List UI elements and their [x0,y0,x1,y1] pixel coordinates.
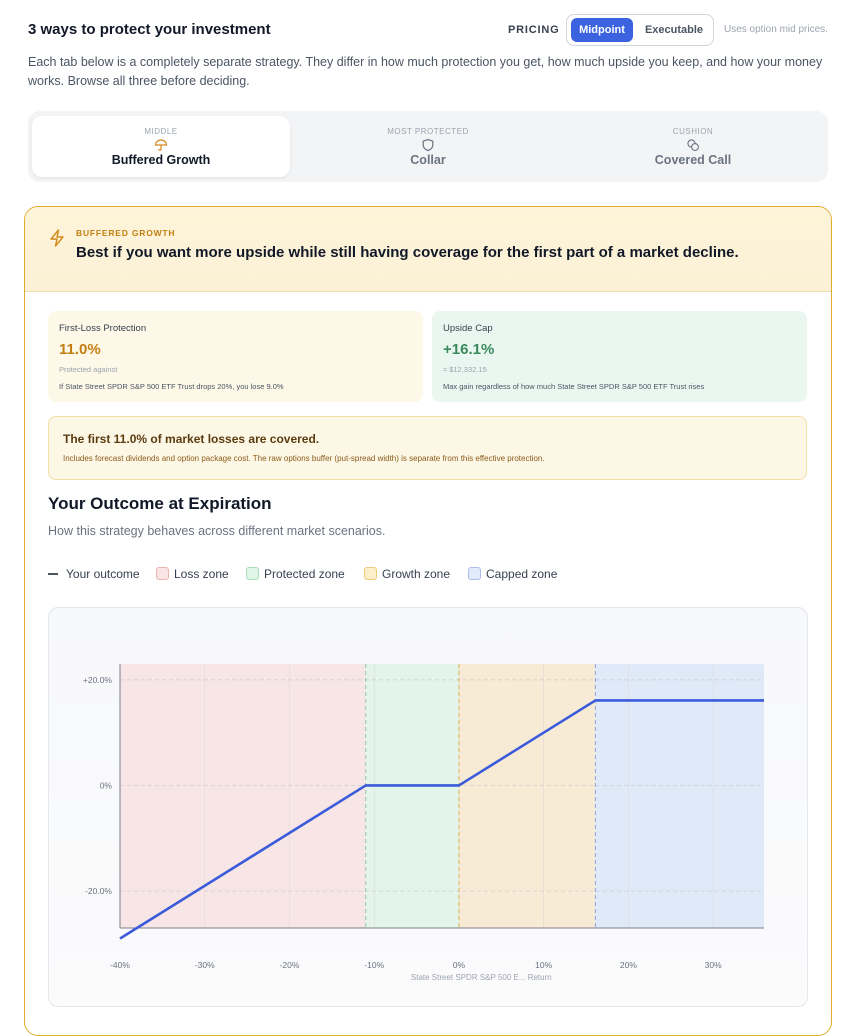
coins-icon [687,139,699,151]
strategy-kicker: BUFFERED GROWTH [76,228,176,238]
tab-kicker: MOST PROTECTED [387,127,469,136]
first-loss-protection-card: First-Loss Protection 11.0% Protected ag… [48,311,423,402]
x-tick-label: -10% [364,960,384,970]
stat-value: 11.0% [59,341,101,358]
shield-icon [422,138,434,152]
outcome-subtitle: How this strategy behaves across differe… [48,524,386,538]
strategy-headline: Best if you want more upside while still… [76,244,739,261]
stat-note: If State Street SPDR S&P 500 ETF Trust d… [59,382,284,391]
banner-title: The first 11.0% of market losses are cov… [63,432,320,446]
x-tick-label: -30% [195,960,215,970]
strategy-header: BUFFERED GROWTH Best if you want more up… [25,207,831,292]
pricing-toggle: Midpoint Executable [566,14,714,46]
stat-value: +16.1% [443,341,495,358]
strategy-tabs: MIDDLE Buffered Growth MOST PROTECTED Co… [28,111,828,182]
y-tick-label: 0% [100,780,113,790]
legend-swatch [468,567,481,580]
tab-label: Covered Call [654,153,732,167]
outcome-chart: -40% -30% -20% -10% 0% 10% 20% 30% +20.0% 0% -20.0… [48,607,808,1007]
tab-covered-call[interactable]: CUSHION Covered Call [564,116,822,177]
tab-kicker: MIDDLE [144,127,178,136]
stat-note: Max gain regardless of how much State St… [443,382,705,391]
strategy-card: BUFFERED GROWTH Best if you want more up… [24,206,832,1036]
zone-growth-zone [458,664,596,928]
stat-label: First-Loss Protection [59,323,147,334]
x-tick-label: -20% [280,960,300,970]
pricing-midpoint-button[interactable]: Midpoint [571,18,633,42]
y-tick-label: -20.0% [85,886,112,896]
y-tick-label: +20.0% [83,675,113,685]
outcome-line [119,699,764,940]
legend-swatch [246,567,259,580]
tab-kicker: CUSHION [672,127,714,136]
x-tick-label: 20% [620,960,637,970]
page-title: 3 ways to protect your investment [28,21,271,38]
legend-swatch [156,567,169,580]
x-tick-label: 30% [705,960,722,970]
zone-protected-zone [365,664,459,928]
outcome-chart-svg: -40% -30% -20% -10% 0% 10% 20% 30% +20.0% 0% -20.0… [83,664,764,982]
legend-label: Loss zone [174,567,229,581]
banner-subtitle: Includes forecast dividends and option p… [63,454,545,463]
tab-label: Collar [410,153,446,167]
umbrella-icon [154,139,168,151]
legend-line-swatch [48,573,58,575]
stat-sub: Protected against [59,365,118,374]
x-tick-label: -40% [110,960,130,970]
x-axis-title: State Street SPDR S&P 500 E... Return [411,973,552,982]
zone-capped-zone [595,664,764,928]
stat-label: Upside Cap [443,323,493,334]
upside-cap-card: Upside Cap +16.1% ≈ $12,332.15 Max gain … [432,311,807,402]
pricing-label: PRICING [508,24,560,36]
legend-label: Growth zone [382,567,451,581]
outcome-title: Your Outcome at Expiration [48,494,272,513]
stat-sub: ≈ $12,332.15 [443,365,487,374]
intro-text: Each tab below is a completely separate … [28,55,823,88]
x-tick-label: 10% [535,960,552,970]
coverage-banner: The first 11.0% of market losses are cov… [48,416,807,480]
lightning-icon [50,229,64,247]
tab-collar[interactable]: MOST PROTECTED Collar [299,116,557,177]
zone-loss-zone [120,664,366,928]
pricing-note: Uses option mid prices. [724,24,828,35]
legend-swatch [364,567,377,580]
x-tick-label: 0% [453,960,466,970]
pricing-executable-button[interactable]: Executable [644,24,704,36]
tab-buffered-growth[interactable]: MIDDLE Buffered Growth [32,116,290,177]
legend-label: Capped zone [486,567,558,581]
tab-label: Buffered Growth [111,153,211,167]
legend-label: Protected zone [264,567,345,581]
legend-label: Your outcome [66,567,140,581]
page-header: 3 ways to protect your investment PRICIN… [28,14,828,46]
